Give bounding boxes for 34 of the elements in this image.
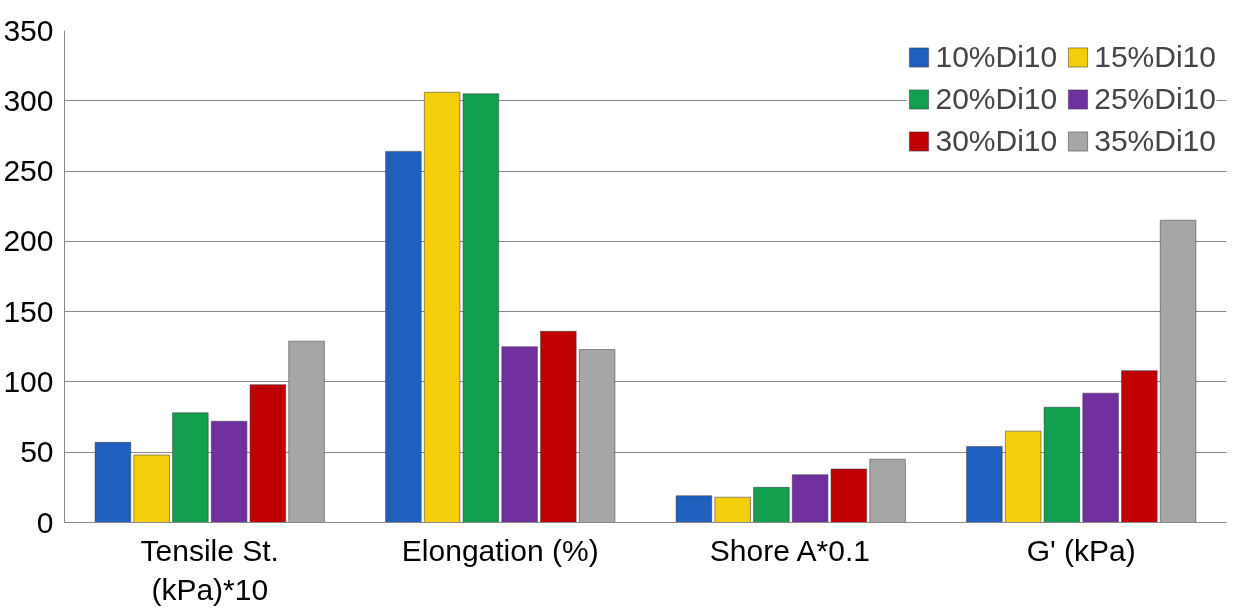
y-tick-label: 200 <box>3 224 54 258</box>
bar <box>133 454 170 523</box>
legend-label: 25%Di10 <box>1094 82 1216 116</box>
y-tick-label: 0 <box>36 505 54 539</box>
bar <box>579 349 616 523</box>
x-tick-label: Tensile St. (kPa)*10 <box>140 533 279 607</box>
bar <box>966 446 1003 523</box>
x-tick-label: G' (kPa) <box>1026 533 1136 567</box>
bar <box>385 151 422 523</box>
bar <box>1082 392 1119 523</box>
bar <box>753 487 790 523</box>
y-tick-label: 50 <box>20 435 54 469</box>
bar <box>94 442 131 523</box>
legend-label: 15%Di10 <box>1094 40 1216 74</box>
legend-label: 35%Di10 <box>1094 124 1216 158</box>
legend-label: 30%Di10 <box>935 124 1058 158</box>
legend-label: 10%Di10 <box>935 40 1058 74</box>
bar <box>675 495 712 523</box>
bar <box>172 412 209 523</box>
bar <box>869 458 906 523</box>
y-tick-label: 150 <box>3 294 54 328</box>
y-tick-label: 250 <box>3 154 54 188</box>
bar <box>1160 220 1197 523</box>
y-tick-label: 350 <box>3 13 54 47</box>
bar <box>288 340 325 523</box>
x-tick-label: Elongation (%) <box>401 533 599 567</box>
y-tick-label: 300 <box>3 83 54 117</box>
y-tick-label: 100 <box>3 364 54 398</box>
legend-label: 20%Di10 <box>935 82 1058 116</box>
bar <box>714 496 751 523</box>
bar <box>501 346 538 523</box>
bar <box>1121 370 1158 523</box>
bar <box>540 331 577 523</box>
x-tick-label: Shore A*0.1 <box>709 533 870 567</box>
